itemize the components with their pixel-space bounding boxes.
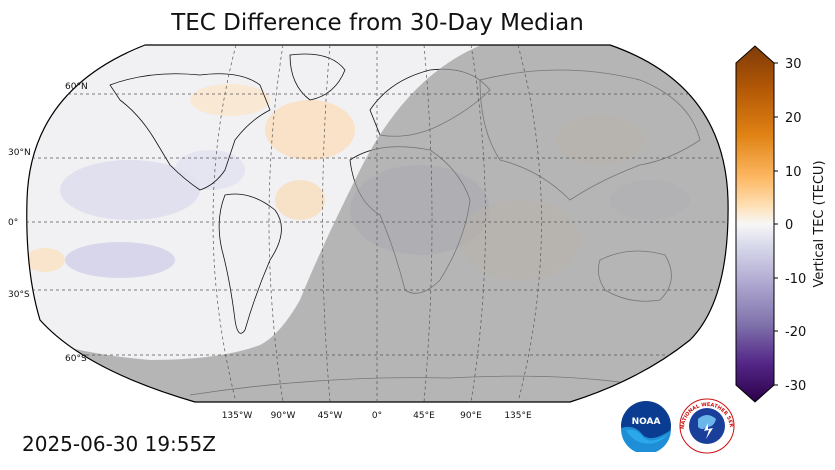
- nws-logo: NATIONAL WEATHER SERVICE: [678, 397, 735, 454]
- lat-label-0: 0°: [8, 218, 18, 228]
- colorbar-tick: 30: [785, 57, 802, 72]
- tec-positive-patch: [26, 248, 65, 272]
- colorbar-tick: 0: [785, 218, 793, 233]
- lat-label-60s: 60°S: [65, 354, 87, 364]
- colorbar-tick: 10: [785, 165, 802, 180]
- lon-label-45e: 45°E: [413, 411, 435, 421]
- timestamp: 2025-06-30 19:55Z: [22, 432, 216, 456]
- map-title: TEC Difference from 30-Day Median: [171, 10, 584, 36]
- lon-label-90w: 90°W: [271, 411, 296, 421]
- tec-positive-patch: [190, 84, 270, 116]
- globe-outline: [26, 44, 729, 403]
- lon-label-135e: 135°E: [504, 411, 532, 421]
- lon-label-90e: 90°E: [460, 411, 482, 421]
- tec-negative-patch: [175, 150, 245, 190]
- graticule: [26, 45, 729, 402]
- lon-label-45w: 45°W: [318, 411, 343, 421]
- colorbar-gradient: [735, 45, 775, 403]
- noaa-logo-text: NOAA: [632, 417, 661, 427]
- lat-label-30n: 30°N: [8, 148, 31, 158]
- colorbar-label: Vertical TEC (TECU): [812, 160, 827, 287]
- tec-positive-patch: [275, 180, 325, 220]
- lat-label-60n: 60°N: [65, 82, 88, 92]
- lat-label-30s: 30°S: [8, 290, 30, 300]
- noaa-logo: NOAA: [620, 401, 671, 452]
- lon-label-0: 0°: [372, 411, 382, 421]
- colorbar-tick: -10: [785, 272, 806, 287]
- colorbar-tick: -20: [785, 325, 806, 340]
- tec-negative-patch: [65, 242, 175, 278]
- tec-positive-patch: [265, 100, 355, 160]
- colorbar-tick: 20: [785, 111, 802, 126]
- colorbar-tick: -30: [785, 379, 806, 394]
- night-side-shade: [40, 45, 729, 402]
- map-body: [26, 45, 729, 402]
- tec-negative-patch: [60, 160, 200, 220]
- colorbar: 30 20 10 0 -10 -20 -30 Vertical TEC (TEC…: [735, 45, 827, 403]
- lon-label-135w: 135°W: [222, 411, 253, 421]
